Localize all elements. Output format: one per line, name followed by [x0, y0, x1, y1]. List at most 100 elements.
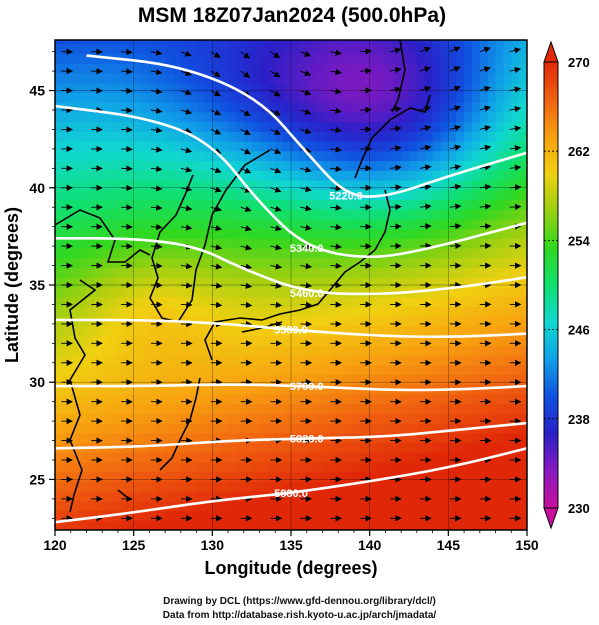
field-cell — [503, 189, 512, 200]
field-cell — [361, 461, 371, 473]
wind-vector — [419, 66, 431, 73]
wind-vector — [449, 66, 461, 73]
field-cell — [125, 92, 135, 103]
field-cell — [314, 238, 324, 249]
field-cell — [448, 43, 457, 55]
field-cell — [369, 43, 379, 55]
wind-vector — [390, 66, 402, 74]
field-cell — [519, 170, 527, 181]
field-cell — [141, 238, 150, 249]
field-cell — [409, 160, 418, 171]
field-cell — [94, 403, 103, 414]
field-cell — [291, 267, 300, 278]
wind-vector — [270, 244, 282, 251]
field-cell — [125, 141, 135, 152]
field-cell — [125, 189, 135, 200]
field-cell — [275, 520, 284, 530]
field-cell — [346, 257, 355, 269]
field-cell — [291, 335, 300, 346]
field-cell — [173, 384, 182, 395]
field-cell — [149, 286, 158, 298]
field-cell — [125, 102, 135, 113]
field-cell — [503, 403, 512, 414]
field-cell — [377, 286, 386, 298]
field-cell — [456, 442, 465, 453]
field-cell — [330, 121, 339, 132]
field-cell — [157, 150, 166, 162]
coast-sakhalin — [391, 40, 406, 113]
field-cell — [385, 364, 394, 375]
field-cell — [180, 73, 190, 84]
field-cell — [385, 248, 394, 259]
field-cell — [283, 452, 292, 463]
field-cell — [511, 238, 520, 249]
field-cell — [471, 413, 481, 424]
field-cell — [188, 53, 198, 64]
field-cell — [471, 491, 481, 502]
field-cell — [511, 267, 520, 278]
field-cell — [361, 111, 371, 123]
field-cell — [86, 160, 95, 171]
field-cell — [78, 267, 88, 278]
field-cell — [487, 510, 497, 521]
field-cell — [377, 277, 386, 288]
field-cell — [212, 238, 221, 249]
field-cell — [322, 63, 331, 74]
field-cell — [353, 218, 363, 230]
wind-vector — [240, 320, 253, 328]
field-cell — [243, 43, 253, 55]
field-cell — [361, 296, 371, 307]
field-cell — [259, 335, 268, 346]
field-cell — [102, 461, 111, 473]
field-cell — [235, 491, 245, 502]
field-cell — [424, 267, 434, 278]
field-cell — [267, 442, 276, 453]
field-cell — [62, 500, 72, 512]
field-cell — [259, 452, 268, 463]
field-cell — [448, 510, 457, 521]
field-cell — [464, 335, 473, 346]
field-cell — [188, 189, 198, 200]
field-cell — [448, 180, 457, 191]
field-cell — [519, 160, 527, 171]
field-cell — [456, 403, 465, 414]
wind-vector — [210, 186, 222, 193]
field-cell — [196, 43, 206, 55]
field-cell — [228, 267, 237, 278]
field-cell — [267, 238, 276, 249]
field-cell — [173, 403, 182, 414]
field-cell — [62, 267, 72, 278]
field-cell — [471, 170, 481, 181]
field-cell — [267, 471, 276, 482]
field-cell — [235, 40, 245, 45]
field-cell — [220, 267, 229, 278]
field-cell — [78, 481, 88, 492]
field-cell — [385, 111, 394, 123]
wind-vector — [479, 66, 491, 73]
field-cell — [70, 82, 80, 94]
field-cell — [291, 228, 300, 239]
field-cell — [275, 40, 284, 45]
field-cell — [409, 53, 418, 64]
field-cell — [377, 471, 386, 482]
field-cell — [102, 131, 111, 142]
field-cell — [235, 403, 245, 414]
field-cell — [495, 257, 504, 269]
field-cell — [70, 111, 80, 123]
field-cell — [86, 40, 95, 45]
field-cell — [165, 43, 174, 55]
field-cell — [110, 218, 119, 230]
field-cell — [188, 277, 198, 288]
field-cell — [306, 43, 316, 55]
field-cell — [259, 170, 268, 181]
field-cell — [464, 160, 473, 171]
field-cell — [228, 170, 237, 181]
field-cell — [196, 82, 206, 94]
field-cell — [503, 393, 512, 405]
field-cell — [70, 267, 80, 278]
field-cell — [471, 63, 481, 74]
field-cell — [117, 432, 127, 444]
field-cell — [487, 286, 497, 298]
field-cell — [55, 248, 64, 259]
field-cell — [487, 63, 497, 74]
